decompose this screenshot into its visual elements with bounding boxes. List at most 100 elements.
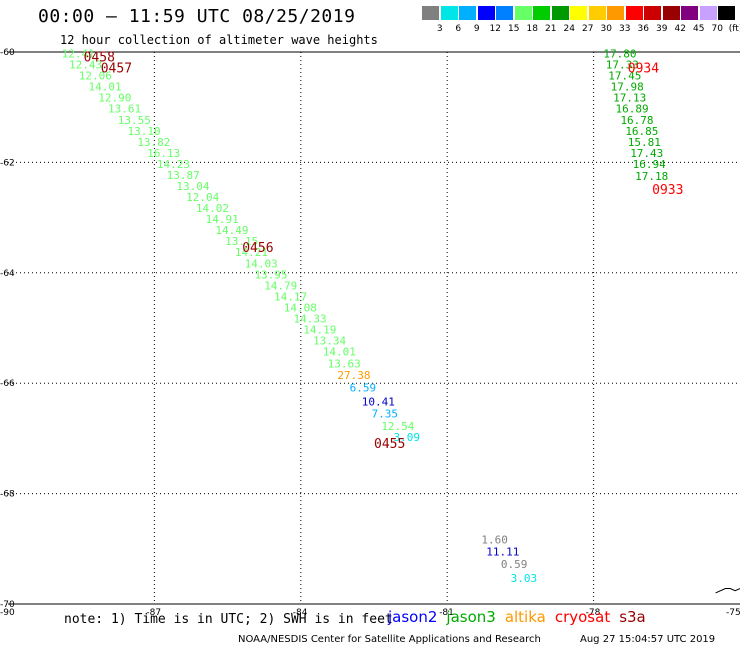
swh-value-label: 10.41	[362, 395, 395, 408]
lon-tick-label: -78	[586, 608, 601, 618]
scale-label: 42	[674, 24, 686, 34]
swh-value-label: 17.45	[608, 70, 641, 83]
swh-value-label: 14.19	[303, 324, 336, 337]
scale-label: 36	[637, 24, 649, 34]
swh-value-label: 14.33	[293, 312, 326, 325]
scale-swatch	[662, 6, 680, 20]
swh-value-label: 16.85	[625, 125, 658, 138]
swh-value-label: 14.49	[215, 224, 248, 237]
swh-value-label: 16.89	[616, 103, 649, 116]
units-note: note: 1) Time is in UTC; 2) SWH is in fe…	[64, 612, 393, 627]
swh-value-label: 17.43	[630, 147, 663, 160]
scale-label: 12	[489, 24, 501, 34]
swh-value-label: 13.15	[225, 235, 258, 248]
lon-tick-label: -90	[0, 608, 15, 618]
pass-id-label: 0455	[374, 437, 405, 452]
swh-value-label: 13.04	[176, 180, 209, 193]
swh-value-label: 11.11	[486, 545, 519, 558]
page-subtitle: 12 hour collection of altimeter wave hei…	[60, 33, 378, 47]
swh-value-label: 6.59	[350, 381, 377, 394]
swh-value-label: 13.87	[167, 169, 200, 182]
scale-label: 70	[711, 24, 723, 34]
swh-value-label: 12.54	[381, 420, 414, 433]
swh-value-label: 14.79	[264, 279, 297, 292]
coastline	[715, 588, 740, 594]
legend-entry-altika: altika	[504, 608, 546, 626]
swh-value-label: 14.08	[284, 301, 317, 314]
lat-tick-label: -68	[0, 490, 15, 500]
swh-value-label: 0.59	[501, 558, 528, 571]
scale-label: 3	[436, 24, 443, 34]
scale-swatch	[625, 6, 643, 20]
legend-entry-jason3: jason3	[446, 608, 496, 626]
swh-value-label: 17.98	[611, 81, 644, 94]
swh-value-label: 14.23	[157, 158, 190, 171]
swh-value-label: 16.94	[633, 158, 666, 171]
scale-label: 6	[455, 24, 462, 34]
swh-value-label: 14.17	[274, 290, 307, 303]
scale-label: 9	[473, 24, 480, 34]
scale-swatch	[477, 6, 495, 20]
scale-swatch	[422, 6, 439, 20]
swh-value-label: 12.04	[186, 191, 219, 204]
swh-value-label: 14.01	[323, 346, 356, 359]
scale-swatch	[514, 6, 532, 20]
lat-tick-label: -70	[0, 600, 15, 610]
scale-unit: (ft)	[728, 24, 740, 34]
scale-swatch	[496, 6, 513, 20]
scale-label: 30	[600, 24, 612, 34]
lat-tick-label: -64	[0, 269, 15, 279]
swh-value-label: 12.90	[98, 92, 131, 105]
swh-value-label: 16.13	[147, 147, 180, 160]
swh-value-label: 14.91	[206, 213, 239, 226]
lat-tick-label: -62	[0, 158, 15, 168]
scale-swatch	[607, 6, 624, 20]
scale-label: 39	[656, 24, 668, 34]
scale-swatch	[718, 6, 735, 20]
scale-swatch	[440, 6, 458, 20]
swh-value-label: 17.18	[635, 170, 668, 183]
scale-swatch	[681, 6, 698, 20]
scale-label: 24	[563, 24, 575, 34]
pass-id-label: 0934	[628, 62, 659, 77]
scale-swatch	[588, 6, 606, 20]
swh-value-label: 17.80	[603, 48, 636, 61]
scale-label: 33	[619, 24, 631, 34]
swh-value-label: 14.21	[235, 246, 268, 259]
swh-value-label: 13.61	[108, 103, 141, 116]
swh-value-label: 14.02	[196, 202, 229, 215]
lat-tick-label: -60	[0, 48, 15, 58]
scale-swatch	[533, 6, 550, 20]
swh-value-label: 14.03	[245, 257, 278, 270]
scale-swatch	[699, 6, 717, 20]
pass-id-label: 0458	[84, 51, 115, 66]
swh-value-label: 12.41	[62, 48, 95, 61]
lon-tick-label: -87	[146, 608, 161, 618]
swh-value-label: 27.38	[337, 369, 370, 382]
legend-entry-jason2: jason2	[388, 608, 438, 626]
swh-value-label: 7.35	[372, 407, 399, 420]
pass-id-label: 0457	[101, 62, 132, 77]
swh-value-label: 3.09	[394, 431, 421, 444]
swh-value-label: 13.82	[137, 136, 170, 149]
scale-swatch	[459, 6, 476, 20]
swh-value-label: 13.63	[328, 358, 361, 371]
legend-entry-cryosat: cryosat	[554, 608, 611, 626]
swh-value-label: 13.55	[118, 114, 151, 127]
lon-tick-label: -84	[293, 608, 308, 618]
scale-swatch	[644, 6, 661, 20]
scale-label: 15	[508, 24, 520, 34]
swh-value-label: 1.60	[481, 533, 508, 546]
credit-line: NOAA/NESDIS Center for Satellite Applica…	[238, 634, 541, 645]
swh-value-label: 17.33	[606, 59, 639, 72]
scale-label: 21	[545, 24, 557, 34]
swh-value-label: 3.03	[511, 572, 538, 585]
swh-value-label: 12.43	[69, 59, 102, 72]
satellite-legend: jason2 jason3 altika cryosat s3a	[388, 608, 655, 626]
swh-value-label: 17.13	[613, 92, 646, 105]
legend-entry-s3a: s3a	[619, 608, 646, 626]
swh-value-label: 13.95	[254, 268, 287, 281]
